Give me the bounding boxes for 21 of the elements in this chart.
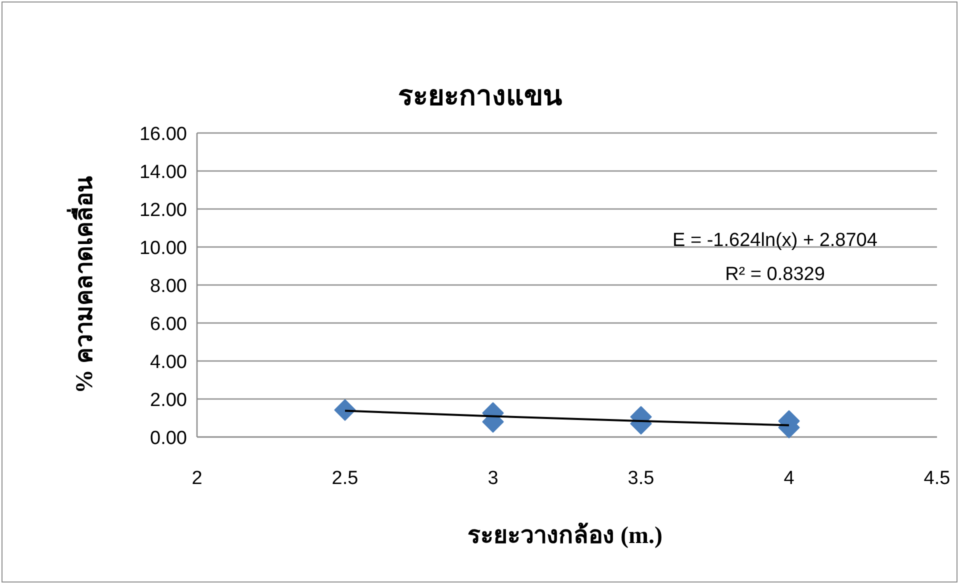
y-axis-title: % ความคลาดเคลื่อน (66, 176, 98, 394)
y-tick-label: 8.00 (150, 276, 187, 297)
annotation: E = -1.624ln(x) + 2.8704 (672, 230, 878, 251)
y-tick-label: 4.00 (150, 352, 187, 373)
y-tick-label: 12.00 (139, 200, 187, 221)
y-tick-label: 10.00 (139, 238, 187, 259)
point (334, 399, 356, 421)
x-tick-label: 4.5 (924, 468, 950, 489)
x-tick-label: 3.5 (628, 468, 654, 489)
x-tick-label: 2.5 (332, 468, 358, 489)
x-tick-label: 3 (488, 468, 498, 489)
x-tick-label: 2 (192, 468, 202, 489)
y-tick-label: 2.00 (150, 390, 187, 411)
x-tick-label: 4 (784, 468, 795, 489)
y-tick-label: 14.00 (139, 162, 187, 183)
annotation: R² = 0.8329 (725, 264, 825, 285)
y-tick-label: 0.00 (150, 428, 187, 449)
y-tick-label: 6.00 (150, 314, 187, 335)
x-axis-title: ระยะวางกล้อง (m.) (468, 522, 662, 549)
chart-title: ระยะกางแขน (398, 81, 562, 112)
y-tick-label: 16.00 (139, 124, 187, 145)
